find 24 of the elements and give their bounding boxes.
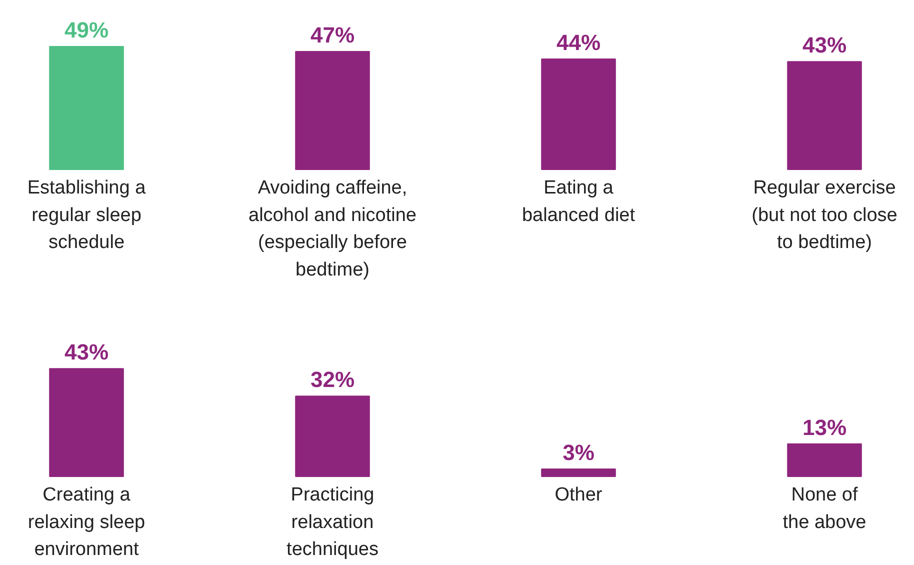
data-label: 43% xyxy=(802,32,847,58)
x-tick-label: Establishing a regular sleep schedule xyxy=(27,178,146,254)
x-tick-label: Creating a relaxing sleep environment xyxy=(28,484,146,560)
x-tick-label: Other xyxy=(554,484,603,506)
bar xyxy=(787,61,862,170)
data-label: 47% xyxy=(310,22,355,48)
x-tick-label: Regular exercise (but not too close to bedtime) xyxy=(752,178,898,254)
bar xyxy=(295,396,370,477)
data-label: 43% xyxy=(64,340,109,365)
data-label: 49% xyxy=(64,18,109,43)
bar xyxy=(49,46,124,170)
bar xyxy=(541,58,616,170)
x-tick-label: Avoiding caffeine, alcohol and nicotine (especially before bedtime) xyxy=(248,178,416,280)
bar xyxy=(787,443,862,477)
x-tick-label: Eating a balanced diet xyxy=(522,178,636,226)
data-label: 44% xyxy=(556,30,601,56)
data-label: 3% xyxy=(562,440,594,465)
bar xyxy=(541,468,616,477)
x-tick-label: None of the above xyxy=(782,484,866,533)
data-label: 32% xyxy=(310,367,355,392)
x-tick-label: Practicing relaxation techniques xyxy=(286,484,378,560)
data-label: 13% xyxy=(802,414,847,440)
bar xyxy=(49,368,124,477)
bar xyxy=(295,51,370,170)
